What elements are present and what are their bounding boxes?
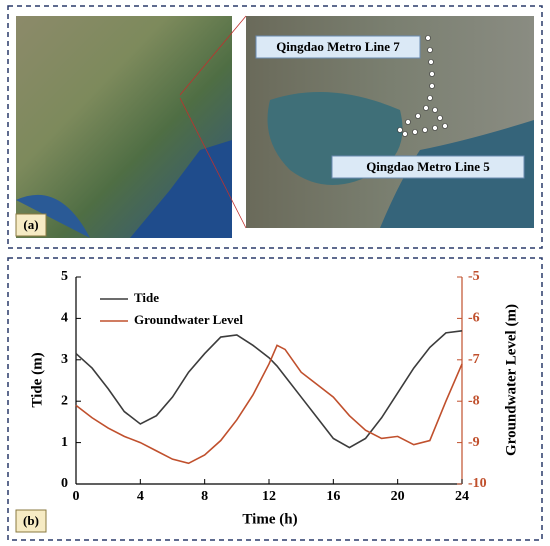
y2-axis-title: Groundwater Level (m) [503, 304, 519, 456]
panel-label-box [15, 509, 47, 533]
y-tick-label: 2 [61, 393, 68, 408]
zoom-line [179, 97, 247, 229]
panel-label: (a) [23, 217, 38, 232]
y-tick-label: 4 [61, 311, 68, 326]
panel-label-box [15, 213, 47, 237]
y-tick-label: 5 [61, 269, 68, 284]
legend-label: Tide [134, 290, 159, 305]
annotation: Qingdao Metro Line 7 [276, 39, 400, 54]
x-tick-label: 20 [391, 489, 405, 504]
annotation-box [255, 35, 421, 59]
x-tick-label: 8 [201, 489, 208, 504]
annotation: Qingdao Metro Line 5 [366, 159, 490, 174]
x-tick-label: 12 [262, 489, 276, 504]
x-tick-label: 24 [455, 489, 469, 504]
x-axis-title: Time (h) [242, 511, 297, 527]
x-tick-label: 4 [137, 489, 144, 504]
panel-label: (b) [23, 513, 39, 528]
panel-frame [7, 5, 543, 249]
y2-tick-label: -9 [468, 435, 480, 450]
y2-tick-label: -8 [468, 393, 480, 408]
legend-label: Groundwater Level [134, 312, 243, 327]
y-tick-label: 0 [61, 476, 68, 491]
annotation-box [331, 155, 525, 179]
y2-tick-label: -5 [468, 269, 480, 284]
series-line [75, 330, 463, 449]
y2-tick-label: -7 [468, 352, 480, 367]
metro-stations [397, 35, 448, 137]
y-axis-title: Tide (m) [29, 352, 45, 407]
sea [16, 194, 90, 238]
y-tick-label: 3 [61, 352, 68, 367]
series-line [75, 344, 463, 465]
zoom-line [179, 15, 247, 96]
panel-frame [7, 257, 543, 541]
sea [130, 140, 232, 238]
x-tick-label: 16 [326, 489, 340, 504]
y2-tick-label: -6 [468, 311, 480, 326]
y2-tick-label: -10 [468, 476, 487, 491]
y-tick-label: 1 [61, 435, 68, 450]
x-tick-label: 0 [73, 489, 80, 504]
